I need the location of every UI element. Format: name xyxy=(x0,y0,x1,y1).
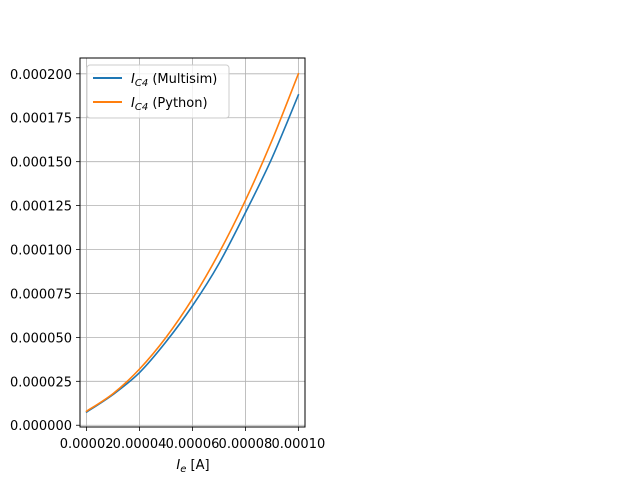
y-tick-label: 0.000150 xyxy=(10,156,72,171)
y-tick-label: 0.000075 xyxy=(10,287,72,302)
x-axis-label: Ie [A] xyxy=(176,458,209,475)
legend-box xyxy=(86,64,230,119)
legend-label-multisim: IC4 (Multisim) xyxy=(131,72,217,89)
x-tick-label: 0.00002 xyxy=(60,437,114,452)
x-tick-label: 0.00006 xyxy=(166,437,220,452)
legend: IC4 (Multisim) IC4 (Python) xyxy=(86,64,230,119)
x-tick-label: 0.00010 xyxy=(271,437,325,452)
x-axis-ticks: 0.00002 0.00004 0.00006 0.00008 0.00010 xyxy=(60,427,325,452)
series-line-multisim xyxy=(85,93,300,414)
legend-label-python: IC4 (Python) xyxy=(131,96,208,113)
series-line-python xyxy=(85,72,300,413)
y-tick-label: 0.000000 xyxy=(10,419,72,434)
y-tick-label: 0.000025 xyxy=(10,375,72,390)
x-tick-label: 0.00008 xyxy=(219,437,273,452)
y-tick-label: 0.000050 xyxy=(10,331,72,346)
x-tick-label: 0.00004 xyxy=(113,437,167,452)
y-tick-label: 0.000125 xyxy=(10,200,72,215)
y-tick-label: 0.000200 xyxy=(10,68,72,83)
y-tick-label: 0.000175 xyxy=(10,112,72,127)
series-lines xyxy=(85,72,300,414)
y-axis-ticks: 0.000000 0.000025 0.000050 0.000075 0.000100… xyxy=(10,68,80,434)
y-tick-label: 0.000100 xyxy=(10,244,72,259)
